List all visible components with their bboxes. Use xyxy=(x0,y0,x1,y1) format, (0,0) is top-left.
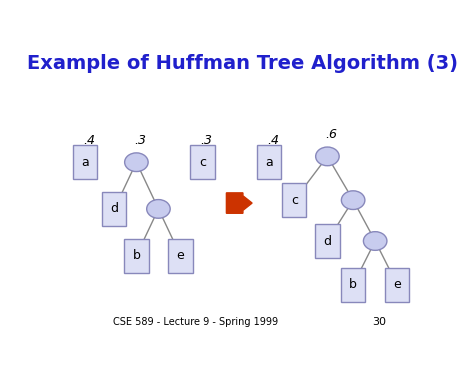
Text: CSE 589 - Lecture 9 - Spring 1999: CSE 589 - Lecture 9 - Spring 1999 xyxy=(113,317,278,327)
Circle shape xyxy=(341,191,365,210)
Circle shape xyxy=(125,153,148,172)
Text: Example of Huffman Tree Algorithm (3): Example of Huffman Tree Algorithm (3) xyxy=(27,54,458,73)
FancyBboxPatch shape xyxy=(73,145,97,179)
Text: d: d xyxy=(110,202,118,215)
Text: .6: .6 xyxy=(326,128,337,141)
FancyBboxPatch shape xyxy=(282,183,307,217)
Text: b: b xyxy=(349,278,357,291)
FancyBboxPatch shape xyxy=(315,224,339,258)
Text: e: e xyxy=(393,278,401,291)
Text: a: a xyxy=(265,156,273,169)
FancyBboxPatch shape xyxy=(385,268,410,302)
FancyBboxPatch shape xyxy=(191,145,215,179)
FancyBboxPatch shape xyxy=(168,239,192,273)
Text: b: b xyxy=(132,249,140,262)
Circle shape xyxy=(364,232,387,251)
FancyBboxPatch shape xyxy=(124,239,148,273)
Text: d: d xyxy=(323,235,331,247)
Text: c: c xyxy=(291,194,298,207)
Circle shape xyxy=(146,200,170,218)
FancyBboxPatch shape xyxy=(256,145,281,179)
Text: .3: .3 xyxy=(135,134,146,147)
FancyBboxPatch shape xyxy=(102,192,127,226)
Text: a: a xyxy=(81,156,89,169)
FancyBboxPatch shape xyxy=(341,268,365,302)
Text: e: e xyxy=(177,249,184,262)
Polygon shape xyxy=(227,193,252,213)
Text: .3: .3 xyxy=(201,134,213,147)
Text: 30: 30 xyxy=(372,317,386,327)
Circle shape xyxy=(316,147,339,166)
Text: .4: .4 xyxy=(267,134,279,147)
Text: c: c xyxy=(199,156,206,169)
Text: .4: .4 xyxy=(83,134,95,147)
